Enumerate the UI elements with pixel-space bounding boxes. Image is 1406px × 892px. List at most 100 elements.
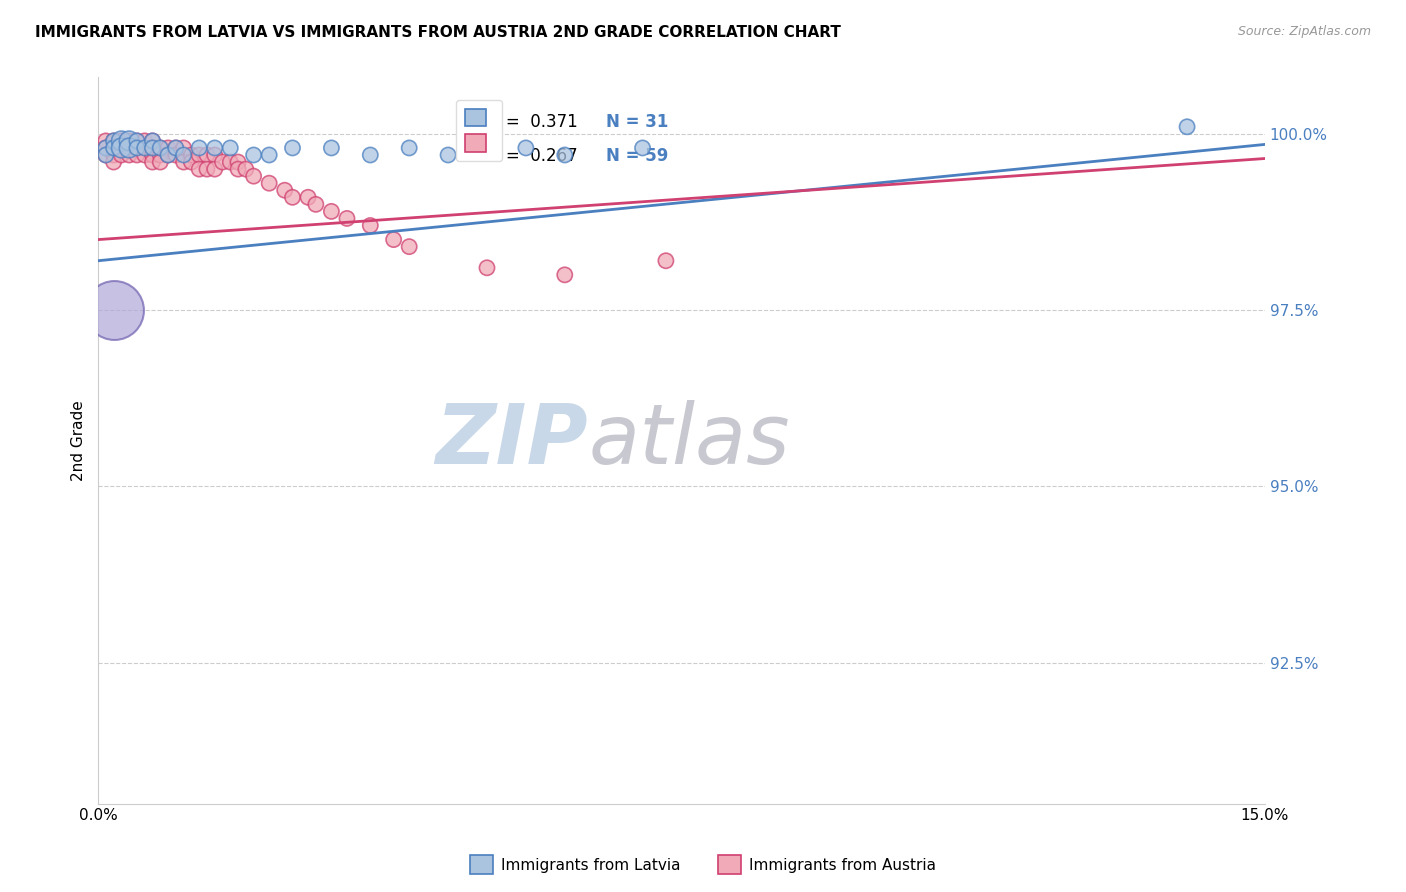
Point — [110, 134, 132, 148]
Point — [134, 141, 156, 155]
Point — [226, 155, 249, 169]
Point — [94, 134, 117, 148]
Point — [211, 155, 233, 169]
Legend: Immigrants from Latvia, Immigrants from Austria: Immigrants from Latvia, Immigrants from … — [464, 849, 942, 880]
Point — [173, 155, 195, 169]
Text: R =  0.371: R = 0.371 — [489, 113, 578, 131]
Point — [110, 141, 132, 155]
Legend: , : , — [456, 100, 502, 161]
Point — [103, 134, 125, 148]
Point — [118, 134, 141, 148]
Point — [437, 148, 460, 162]
Point — [242, 169, 264, 183]
Point — [257, 176, 280, 190]
Text: R =  0.267: R = 0.267 — [489, 147, 578, 165]
Point — [204, 141, 226, 155]
Point — [157, 148, 180, 162]
Point — [103, 148, 125, 162]
Point — [180, 148, 202, 162]
Point — [141, 155, 163, 169]
Point — [398, 141, 420, 155]
Text: IMMIGRANTS FROM LATVIA VS IMMIGRANTS FROM AUSTRIA 2ND GRADE CORRELATION CHART: IMMIGRANTS FROM LATVIA VS IMMIGRANTS FRO… — [35, 25, 841, 40]
Point — [165, 141, 187, 155]
Point — [94, 141, 117, 155]
Point — [165, 148, 187, 162]
Y-axis label: 2nd Grade: 2nd Grade — [72, 401, 86, 481]
Text: atlas: atlas — [588, 400, 790, 481]
Point — [554, 268, 576, 282]
Point — [297, 190, 319, 204]
Point — [118, 134, 141, 148]
Point — [515, 141, 537, 155]
Point — [219, 141, 242, 155]
Point — [257, 148, 280, 162]
Point — [94, 141, 117, 155]
Point — [305, 197, 328, 211]
Point — [103, 155, 125, 169]
Point — [103, 134, 125, 148]
Point — [281, 141, 304, 155]
Point — [125, 141, 148, 155]
Point — [235, 162, 257, 177]
Point — [382, 233, 405, 247]
Point — [359, 148, 381, 162]
Point — [554, 148, 576, 162]
Point — [149, 141, 172, 155]
Point — [125, 134, 148, 148]
Point — [141, 134, 163, 148]
Point — [118, 141, 141, 155]
Point — [188, 148, 211, 162]
Point — [242, 148, 264, 162]
Text: ZIP: ZIP — [436, 400, 588, 481]
Text: Source: ZipAtlas.com: Source: ZipAtlas.com — [1237, 25, 1371, 38]
Point — [94, 148, 117, 162]
Point — [125, 141, 148, 155]
Point — [226, 162, 249, 177]
Point — [274, 183, 297, 197]
Point — [398, 240, 420, 254]
Point — [134, 141, 156, 155]
Point — [321, 204, 343, 219]
Point — [125, 148, 148, 162]
Point — [110, 141, 132, 155]
Point — [204, 162, 226, 177]
Point — [94, 148, 117, 162]
Point — [204, 148, 226, 162]
Point — [195, 162, 218, 177]
Point — [359, 219, 381, 233]
Point — [321, 141, 343, 155]
Point — [157, 141, 180, 155]
Point — [655, 253, 678, 268]
Text: N = 59: N = 59 — [606, 147, 668, 165]
Point — [188, 162, 211, 177]
Point — [188, 141, 211, 155]
Point — [125, 134, 148, 148]
Point — [149, 148, 172, 162]
Point — [103, 303, 125, 318]
Point — [195, 148, 218, 162]
Text: N = 31: N = 31 — [606, 113, 668, 131]
Point — [118, 148, 141, 162]
Point — [336, 211, 359, 226]
Point — [110, 148, 132, 162]
Point — [1175, 120, 1198, 134]
Point — [149, 141, 172, 155]
Point — [141, 141, 163, 155]
Point — [134, 134, 156, 148]
Point — [149, 155, 172, 169]
Point — [110, 134, 132, 148]
Point — [281, 190, 304, 204]
Point — [165, 141, 187, 155]
Point — [103, 141, 125, 155]
Point — [475, 260, 498, 275]
Point — [141, 141, 163, 155]
Point — [173, 148, 195, 162]
Point — [134, 148, 156, 162]
Point — [631, 141, 654, 155]
Point — [103, 141, 125, 155]
Point — [141, 148, 163, 162]
Point — [157, 148, 180, 162]
Point — [118, 141, 141, 155]
Point — [141, 134, 163, 148]
Point — [180, 155, 202, 169]
